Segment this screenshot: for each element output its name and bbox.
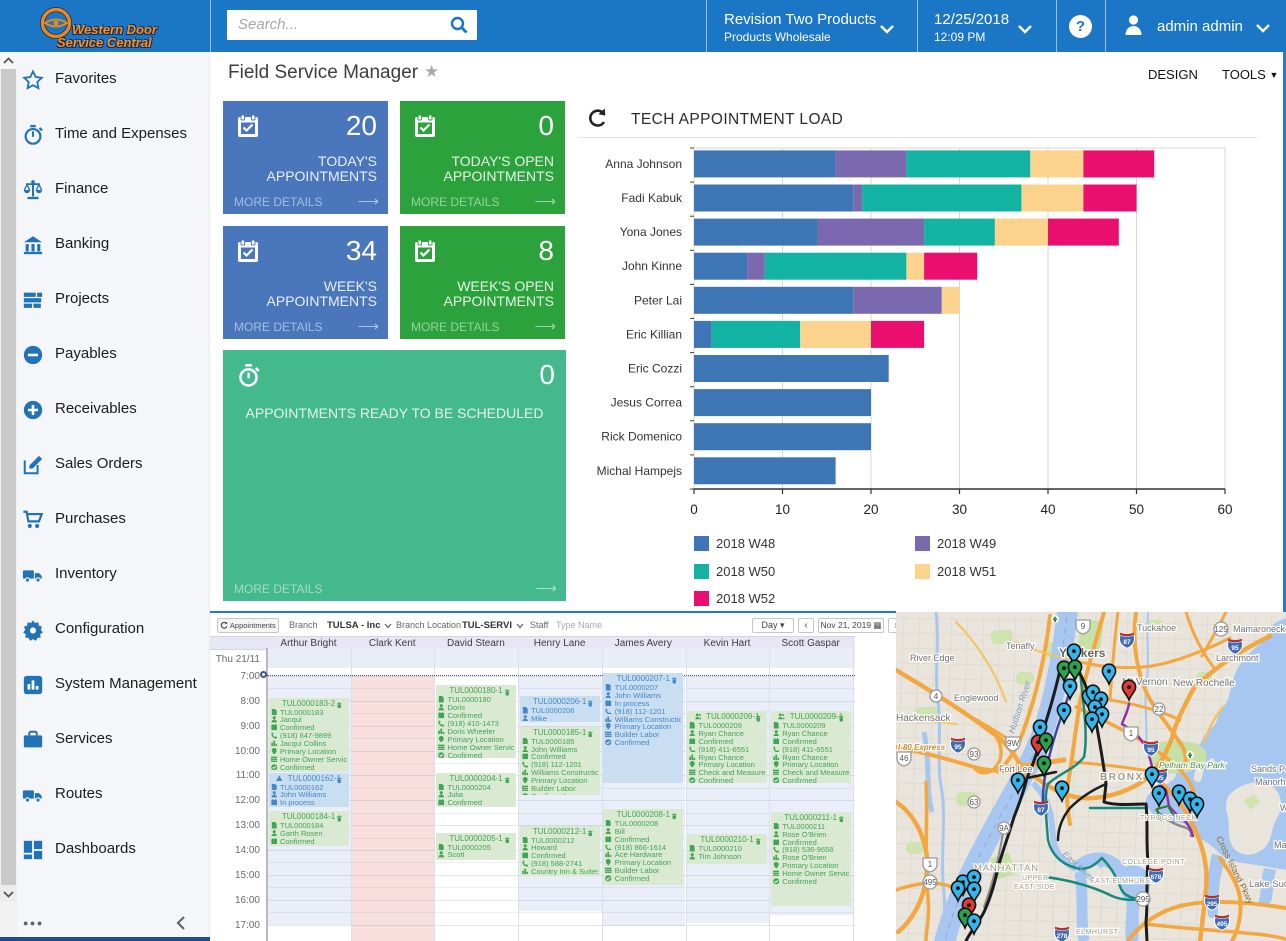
- svg-text:2018 W49: 2018 W49: [937, 536, 996, 551]
- svg-text:ELMHURST: ELMHURST: [1076, 929, 1119, 936]
- svg-text:50: 50: [1129, 502, 1144, 517]
- svg-text:10: 10: [775, 502, 790, 517]
- svg-text:Tenafly: Tenafly: [1006, 641, 1035, 651]
- svg-text:COLLEGE POINT: COLLEGE POINT: [1122, 859, 1185, 866]
- svg-text:Larchmont: Larchmont: [1216, 653, 1259, 663]
- svg-text:Fort Lee: Fort Lee: [999, 764, 1033, 774]
- svg-text:60: 60: [1217, 502, 1232, 517]
- svg-text:Lake Suc: Lake Suc: [1249, 879, 1286, 890]
- svg-text:Michal Hampejs: Michal Hampejs: [597, 464, 682, 478]
- svg-text:BRONX: BRONX: [1100, 772, 1144, 783]
- svg-text:46: 46: [900, 754, 909, 763]
- svg-text:Anna Johnson: Anna Johnson: [605, 157, 682, 171]
- svg-text:278: 278: [1057, 933, 1068, 940]
- svg-text:Rick Domenico: Rick Domenico: [601, 430, 682, 444]
- svg-text:87: 87: [1037, 807, 1045, 814]
- svg-text:495: 495: [923, 878, 937, 887]
- svg-text:2018 W50: 2018 W50: [716, 564, 775, 579]
- svg-text:9A: 9A: [999, 824, 1009, 833]
- svg-text:River Edge: River Edge: [910, 653, 955, 663]
- svg-text:95: 95: [1156, 775, 1164, 782]
- svg-text:2018 W51: 2018 W51: [937, 564, 996, 579]
- svg-text:John Kinne: John Kinne: [622, 259, 682, 273]
- svg-text:1: 1: [928, 860, 933, 869]
- svg-text:4: 4: [934, 692, 939, 701]
- svg-text:Manorh: Manorh: [1255, 777, 1286, 787]
- svg-text:678: 678: [1151, 874, 1162, 881]
- svg-text:95: 95: [1147, 747, 1155, 754]
- svg-text:THROGS NECK: THROGS NECK: [1140, 815, 1197, 822]
- svg-text:EAST ELMHURST: EAST ELMHURST: [1090, 878, 1155, 885]
- svg-text:95: 95: [954, 744, 962, 751]
- svg-text:Englewood: Englewood: [954, 693, 999, 703]
- svg-text:495: 495: [1217, 921, 1228, 928]
- svg-text:Fadi Kabuk: Fadi Kabuk: [621, 191, 683, 205]
- svg-text:125: 125: [1214, 625, 1228, 634]
- svg-text:2018 W48: 2018 W48: [716, 536, 775, 551]
- svg-text:295: 295: [1207, 901, 1218, 908]
- svg-text:9W: 9W: [1007, 739, 1019, 748]
- svg-text:Eric Cozzi: Eric Cozzi: [628, 362, 682, 376]
- svg-text:UPPER: UPPER: [1022, 875, 1049, 882]
- svg-text:MANHATTAN: MANHATTAN: [974, 863, 1039, 874]
- svg-text:295: 295: [1136, 895, 1150, 904]
- svg-text:Wa: Wa: [1280, 803, 1286, 813]
- svg-text:Ma: Ma: [1274, 840, 1286, 850]
- svg-text:EAST SIDE: EAST SIDE: [1014, 884, 1055, 891]
- svg-text:40: 40: [1040, 502, 1055, 517]
- svg-text:Mamaroneck: Mamaroneck: [1233, 624, 1286, 634]
- svg-text:2018 W52: 2018 W52: [716, 591, 775, 606]
- svg-text:Peter Lai: Peter Lai: [634, 293, 682, 307]
- svg-text:1: 1: [1129, 729, 1134, 738]
- svg-text:0: 0: [690, 502, 698, 517]
- svg-text:63: 63: [970, 798, 979, 807]
- svg-text:Tuckahoe: Tuckahoe: [1137, 623, 1176, 633]
- svg-text:Yonkers: Yonkers: [1059, 646, 1106, 660]
- svg-text:Sands Po: Sands Po: [1251, 764, 1286, 774]
- svg-text:Eric Killian: Eric Killian: [626, 327, 682, 341]
- svg-text:30: 30: [952, 502, 967, 517]
- svg-text:93: 93: [970, 750, 979, 759]
- svg-text:Yona Jones: Yona Jones: [620, 225, 682, 239]
- svg-text:22: 22: [1155, 705, 1164, 714]
- svg-text:TECH APPOINTMENT LOAD: TECH APPOINTMENT LOAD: [631, 111, 843, 128]
- svg-text:Jesus Correa: Jesus Correa: [611, 396, 683, 410]
- svg-text:I-80 Express: I-80 Express: [898, 743, 946, 752]
- svg-text:87: 87: [1123, 639, 1131, 646]
- svg-text:9: 9: [1081, 622, 1086, 631]
- svg-text:20: 20: [863, 502, 878, 517]
- svg-text:Hackensack: Hackensack: [896, 713, 951, 724]
- svg-text:Pelham Bay Park: Pelham Bay Park: [1159, 760, 1225, 770]
- svg-text:95: 95: [1231, 645, 1239, 652]
- svg-text:New Rochelle: New Rochelle: [1173, 678, 1235, 689]
